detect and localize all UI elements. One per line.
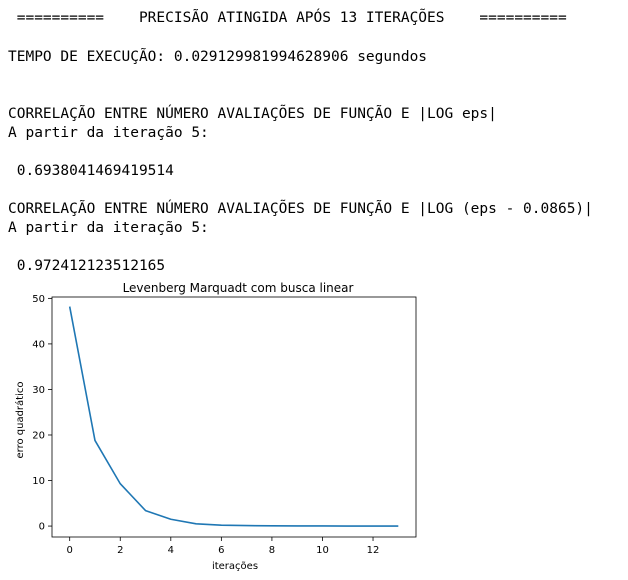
x-tick-label: 8 [269, 545, 275, 556]
y-tick-label: 20 [32, 430, 45, 441]
x-axis-label: iterações [212, 561, 258, 572]
from-iteration-text-1: A partir da iteração 5: [8, 125, 209, 141]
error-chart: Levenberg Marquadt com busca linear 0 10 2… [14, 281, 417, 572]
chart-title: Levenberg Marquadt com busca linear [123, 281, 354, 295]
x-tick-label: 10 [316, 545, 329, 556]
plot-area-frame [51, 296, 417, 538]
y-axis: 0 10 20 30 40 50 [32, 294, 52, 533]
precision-reached-banner: ========== PRECISÃO ATINGIDA APÓS 13 ITE… [8, 10, 567, 26]
series-line [68, 306, 399, 527]
correlation-heading-2: CORRELAÇÃO ENTRE NÚMERO AVALIAÇÕES DE FU… [8, 201, 593, 217]
correlation-value-2: 0.972412123512165 [8, 258, 166, 274]
x-axis: 0 2 4 6 8 10 12 [67, 537, 380, 556]
correlation-value-1: 0.6938041469419514 [8, 163, 174, 179]
x-tick-label: 12 [367, 545, 380, 556]
y-tick-label: 10 [32, 476, 45, 487]
y-tick-label: 30 [32, 385, 45, 396]
y-tick-label: 0 [39, 522, 45, 533]
x-tick-label: 6 [218, 545, 224, 556]
y-axis-label: erro quadrático [14, 382, 26, 459]
correlation-heading-1: CORRELAÇÃO ENTRE NÚMERO AVALIAÇÕES DE FU… [8, 106, 497, 122]
series-layer [68, 306, 399, 527]
execution-time-text: TEMPO DE EXECUÇÃO: 0.029129981994628906 … [8, 49, 428, 65]
x-tick-label: 0 [67, 545, 73, 556]
y-tick-label: 50 [32, 294, 45, 305]
x-tick-label: 4 [168, 545, 174, 556]
from-iteration-text-2: A partir da iteração 5: [8, 220, 209, 236]
y-tick-label: 40 [32, 339, 45, 350]
x-tick-label: 2 [117, 545, 123, 556]
